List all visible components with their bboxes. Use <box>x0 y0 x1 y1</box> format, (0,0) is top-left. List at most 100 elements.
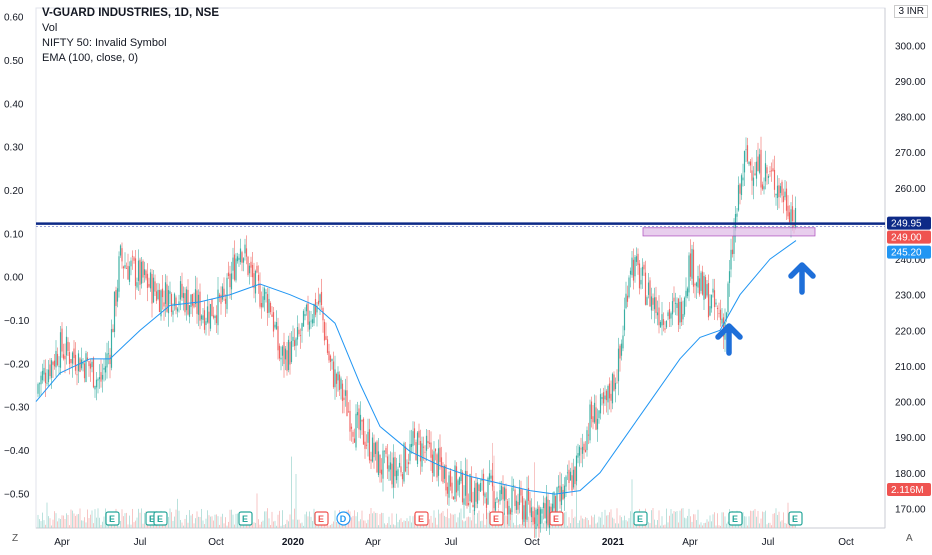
volume-bar <box>619 515 621 528</box>
volume-bar <box>52 519 54 528</box>
candle-body <box>545 496 548 524</box>
x-tick-label: Jul <box>134 537 147 548</box>
candle-body <box>673 297 675 302</box>
volume-bar <box>381 512 382 528</box>
candle-body <box>73 348 75 359</box>
candle-body <box>457 480 459 491</box>
event-marker <box>314 511 329 526</box>
candle-body <box>335 374 338 384</box>
volume-bar <box>480 521 481 528</box>
candle-body <box>569 471 572 481</box>
candle-body <box>458 477 461 485</box>
candle-body <box>283 341 285 364</box>
volume-bar <box>450 513 451 528</box>
candle-body <box>385 447 387 454</box>
volume-bar <box>79 508 81 528</box>
candle-body <box>712 288 714 293</box>
up-arrow-annotation-2[interactable] <box>788 262 816 295</box>
volume-bar <box>766 524 768 528</box>
volume-bar <box>700 522 702 528</box>
volume-bar <box>565 511 567 528</box>
candle-body <box>499 490 501 502</box>
candle-body <box>733 229 735 254</box>
volume-bar <box>528 516 529 528</box>
symbol-title[interactable]: V-GUARD INDUSTRIES, 1D, NSE <box>42 7 219 19</box>
event-marker-label: E <box>109 514 115 524</box>
volume-bar <box>409 515 411 528</box>
volume-bar <box>39 519 40 528</box>
candle-body <box>41 370 44 381</box>
candle-body <box>745 149 747 151</box>
currency-label[interactable]: 3 INR <box>894 5 928 18</box>
candle-body <box>436 454 438 478</box>
candle-body <box>706 284 708 296</box>
plot-area <box>35 7 886 529</box>
volume-bar <box>210 516 211 528</box>
candle-body <box>163 302 165 307</box>
candle-body <box>601 396 603 400</box>
candle-body <box>791 206 794 221</box>
candle-body <box>697 275 699 288</box>
volume-bar <box>774 513 775 528</box>
volume-bar <box>708 521 709 528</box>
candle-body <box>760 149 762 188</box>
volume-bar <box>190 515 192 528</box>
candle-body <box>344 390 347 396</box>
candle-body <box>223 288 225 297</box>
candle-body <box>592 416 594 423</box>
volume-bar <box>658 510 660 528</box>
legend-nifty[interactable]: NIFTY 50: Invalid Symbol <box>42 37 167 49</box>
candle-body <box>574 466 576 485</box>
candle-body <box>356 412 359 416</box>
candle-body <box>740 175 743 196</box>
candle-body <box>334 369 336 388</box>
candle-body <box>784 191 786 198</box>
volume-bar <box>204 524 205 528</box>
candle-body <box>779 186 782 193</box>
candle-body <box>512 485 515 487</box>
volume-bar <box>331 523 333 528</box>
candle-body <box>782 196 785 203</box>
candle-body <box>476 482 479 504</box>
candle-body <box>38 383 41 385</box>
candle-body <box>794 207 797 227</box>
candle-body <box>398 462 401 467</box>
candle-body <box>761 184 764 190</box>
candle-body <box>311 319 314 324</box>
zoom-icon[interactable]: Z <box>12 533 19 544</box>
candle-body <box>325 336 327 340</box>
candle-body <box>565 476 567 487</box>
volume-bar <box>657 520 658 528</box>
legend-vol[interactable]: Vol <box>42 22 58 34</box>
candle-body <box>542 502 545 509</box>
candle-body <box>70 359 72 363</box>
event-marker <box>549 511 564 526</box>
candle-body <box>667 312 669 317</box>
candle-body <box>302 311 305 327</box>
candle-body <box>148 284 150 287</box>
candle-body <box>71 352 74 364</box>
candle-body <box>602 392 605 404</box>
up-arrow-annotation-1[interactable] <box>715 323 743 356</box>
volume-bar <box>784 522 786 528</box>
candle-body <box>230 273 233 290</box>
candle-body <box>217 289 219 326</box>
candle-body <box>554 496 557 515</box>
candle-body <box>236 256 239 262</box>
volume-bar <box>451 514 453 528</box>
legend-ema[interactable]: EMA (100, close, 0) <box>42 52 138 64</box>
candle-body <box>118 256 120 292</box>
candle-body <box>224 298 227 304</box>
volume-bar <box>759 523 760 528</box>
volume-bar <box>78 513 79 528</box>
volume-bar <box>291 456 292 528</box>
candle-body <box>539 509 542 524</box>
volume-bar <box>81 520 82 528</box>
candle-body <box>787 205 789 217</box>
candle-body <box>44 372 47 384</box>
volume-bar <box>720 525 721 528</box>
auto-scale-icon[interactable]: A <box>906 533 913 544</box>
candle-body <box>268 298 270 313</box>
